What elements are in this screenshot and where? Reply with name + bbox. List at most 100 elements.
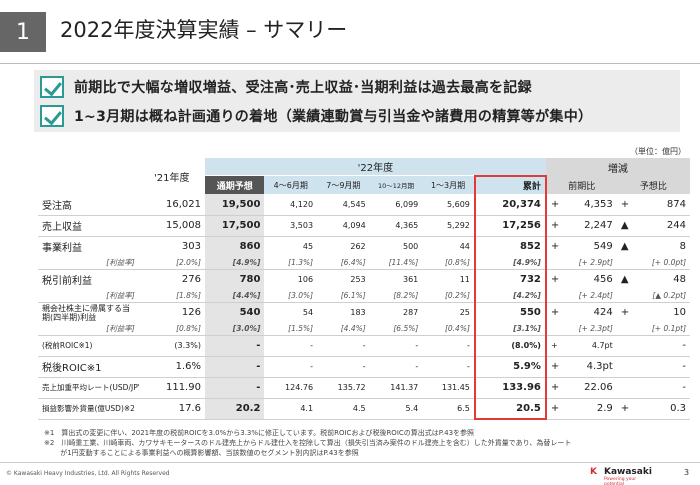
cell-vp-sign (616, 335, 633, 357)
cell-total: 20.5 (473, 398, 547, 420)
cell-total: [4.9%] (473, 257, 547, 270)
col-q4: 1～3月期 (422, 176, 475, 194)
cell-vp: 48 (673, 274, 686, 286)
cell-fy21: 15,008 (138, 215, 205, 237)
cell-vp: 0.3 (632, 398, 690, 420)
row-label: [利益率] (38, 257, 139, 270)
page-title: 2022年度決算実績 – サマリー (60, 18, 348, 42)
unit-label: （単位：億円） (630, 147, 686, 156)
cell-total: 20,374 (473, 194, 547, 216)
cell-q4: 11 (459, 275, 470, 285)
summary-point: 前期比で大幅な増収増益、受注高･売上収益･当期利益は過去最高を記録 (40, 74, 532, 100)
cell-yoy-sign: + (545, 398, 562, 420)
header-row: '21年度 '22年度 増減 (38, 158, 690, 184)
cell-vp: [▲ 0.2pt] (632, 290, 690, 303)
cell-q1: 45 (302, 242, 314, 252)
cell-q3: [11.4%] (369, 257, 423, 270)
cell-q4: - (422, 356, 475, 378)
kawasaki-logo: K Kawasaki Powering your potential (590, 467, 656, 485)
cell-yoy: 4.7pt (561, 335, 617, 357)
cell-q1: 3,503 (264, 215, 318, 237)
logo-mark-icon: K (590, 467, 597, 477)
cell-q3: [8.2%] (369, 290, 423, 303)
cell-q4: 6.5 (422, 398, 475, 420)
cell-q3: [6.5%] (369, 323, 423, 336)
table-row: 親会社株主に帰属する当期(四半期)利益 126 540 54 183 287 2… (38, 302, 690, 323)
table-row: 売上収益 15,008 17,500 3,503 4,094 4,365 5,2… (38, 215, 690, 237)
cell-vp: 8 (679, 241, 686, 253)
cell-vp: 10 (673, 307, 686, 319)
cell-q4: 131.45 (422, 377, 475, 399)
section-number: 1 (0, 12, 46, 52)
page-number: 3 (684, 468, 690, 477)
cell-vp-sign: ▲ (620, 274, 629, 286)
row-label: 税後ROIC※1 (38, 356, 139, 378)
cell-total: [3.1%] (473, 323, 547, 336)
cell-plan: [3.0%] (204, 323, 265, 336)
cell-vp-sign: + (620, 307, 630, 319)
cell-q1: 4,120 (264, 194, 318, 216)
cell-q2: 262 (350, 242, 366, 252)
cell-q3: 4,365 (369, 215, 423, 237)
cell-q1: [3.0%] (264, 290, 318, 303)
cell-q2: [6.4%] (317, 257, 370, 270)
cell-vp: [+ 0.0pt] (632, 257, 690, 270)
cell-total: 550 (473, 302, 547, 323)
cell-plan: 540 (204, 302, 265, 323)
cell-yoy: 2.9 (561, 398, 617, 420)
cell-q3: 500 (402, 242, 419, 252)
row-label: [利益率] (38, 323, 139, 336)
row-label: 親会社株主に帰属する当期(四半期)利益 (42, 303, 130, 322)
cell-fy21: [2.0%] (138, 257, 205, 270)
cell-q4: - (422, 335, 475, 357)
cell-vp-sign: + (616, 398, 633, 420)
row-label: (税前ROIC※1) (38, 335, 139, 357)
cell-vp: [+ 0.1pt] (632, 323, 690, 336)
cell-fy21: 111.90 (138, 377, 205, 399)
cell-q1: 4.1 (264, 398, 318, 420)
row-label: [利益率] (38, 290, 139, 303)
cell-total: 133.96 (473, 377, 547, 399)
cell-q3: 6,099 (369, 194, 423, 216)
cell-yoy: 549 (593, 241, 613, 253)
cell-yoy: 424 (593, 307, 613, 319)
page-header: 1 2022年度決算実績 – サマリー (0, 0, 700, 64)
cell-yoy-sign: + (545, 335, 562, 357)
checkbox-icon (40, 105, 64, 127)
row-label: 受注高 (38, 194, 139, 216)
footnote: が1円変動することによる事業利益への概算影響額、当該数値のセグメント別内訳はP.… (44, 449, 359, 457)
cell-q4: [0.8%] (422, 257, 475, 270)
col-fy22: '22年度 (204, 158, 546, 176)
cell-q4: 25 (459, 308, 470, 318)
col-total: 累計 (473, 175, 547, 194)
cell-vp: 244 (632, 215, 690, 237)
table-row-margin: [利益率] [1.8%] [4.4%] [3.0%] [6.1%] [8.2%]… (38, 290, 690, 303)
cell-plan: 20.2 (204, 398, 265, 420)
cell-q2: 253 (350, 275, 366, 285)
table-row-margin: [利益率] [2.0%] [4.9%] [1.3%] [6.4%] [11.4%… (38, 257, 690, 270)
table-row: (税前ROIC※1) (3.3%) - - - - - (8.0%) + 4.7… (38, 335, 690, 357)
cell-q2: 4.5 (317, 398, 370, 420)
cell-q1: - (264, 335, 318, 357)
summary-text: 1~3月期は概ね計画通りの着地（業績連動賞与引当金や諸費用の精算等が集中） (74, 109, 593, 125)
col-fy21: '21年度 (154, 172, 190, 184)
table-row: 売上加重平均レート(USD/JPY) 111.90 - 124.76 135.7… (38, 377, 690, 399)
footer-divider (0, 462, 700, 463)
col-plan: 通期予想 (204, 176, 265, 194)
cell-plan: [4.9%] (204, 257, 265, 270)
table-row-margin: [利益率] [0.8%] [3.0%] [1.5%] [4.4%] [6.5%]… (38, 323, 690, 336)
cell-plan: 19,500 (204, 194, 265, 216)
cell-q4: [0.4%] (422, 323, 475, 336)
cell-vp: 874 (632, 194, 690, 216)
cell-yoy: 4,353 (561, 194, 617, 216)
col-q2: 7～9月期 (317, 176, 370, 194)
page-footer: © Kawasaki Heavy Industries, Ltd. All Ri… (0, 462, 700, 485)
cell-yoy: [+ 2.3pt] (561, 323, 617, 336)
cell-yoy: [+ 2.4pt] (561, 290, 617, 303)
cell-fy21: 16,021 (138, 194, 205, 216)
header-divider (0, 63, 700, 64)
cell-q2: 183 (350, 308, 366, 318)
cell-total: 5.9% (473, 356, 547, 378)
cell-q1: [1.5%] (264, 323, 318, 336)
row-label: 売上加重平均レート(USD/JPY) (38, 377, 139, 399)
